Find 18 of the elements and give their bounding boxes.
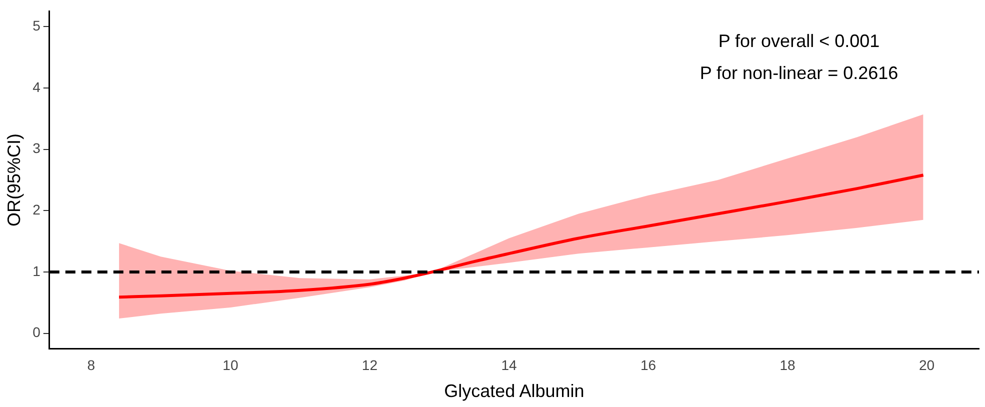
y-tick-label: 4 xyxy=(32,78,41,95)
y-tick-label: 2 xyxy=(32,202,41,218)
x-axis-title: Glycated Albumin xyxy=(444,381,584,402)
x-tick-label: 10 xyxy=(222,356,238,373)
y-axis-title: OR(95%CI) xyxy=(4,133,24,227)
x-tick-label: 8 xyxy=(87,356,96,373)
y-tick-label: 1 xyxy=(32,262,41,279)
y-tick-label: 5 xyxy=(32,18,41,34)
x-tick-label: 16 xyxy=(640,356,656,373)
x-tick-label: 20 xyxy=(918,356,935,373)
x-tick-label: 12 xyxy=(362,356,378,373)
annotation: P for overall < 0.001 xyxy=(718,30,880,51)
x-tick-label: 18 xyxy=(780,356,796,373)
annotation: P for non-linear = 0.2616 xyxy=(700,62,898,83)
x-tick-label: 14 xyxy=(501,356,517,373)
line-series xyxy=(118,174,925,299)
y-tick-label: 3 xyxy=(32,140,41,156)
y-tick-label: 0 xyxy=(32,324,41,340)
